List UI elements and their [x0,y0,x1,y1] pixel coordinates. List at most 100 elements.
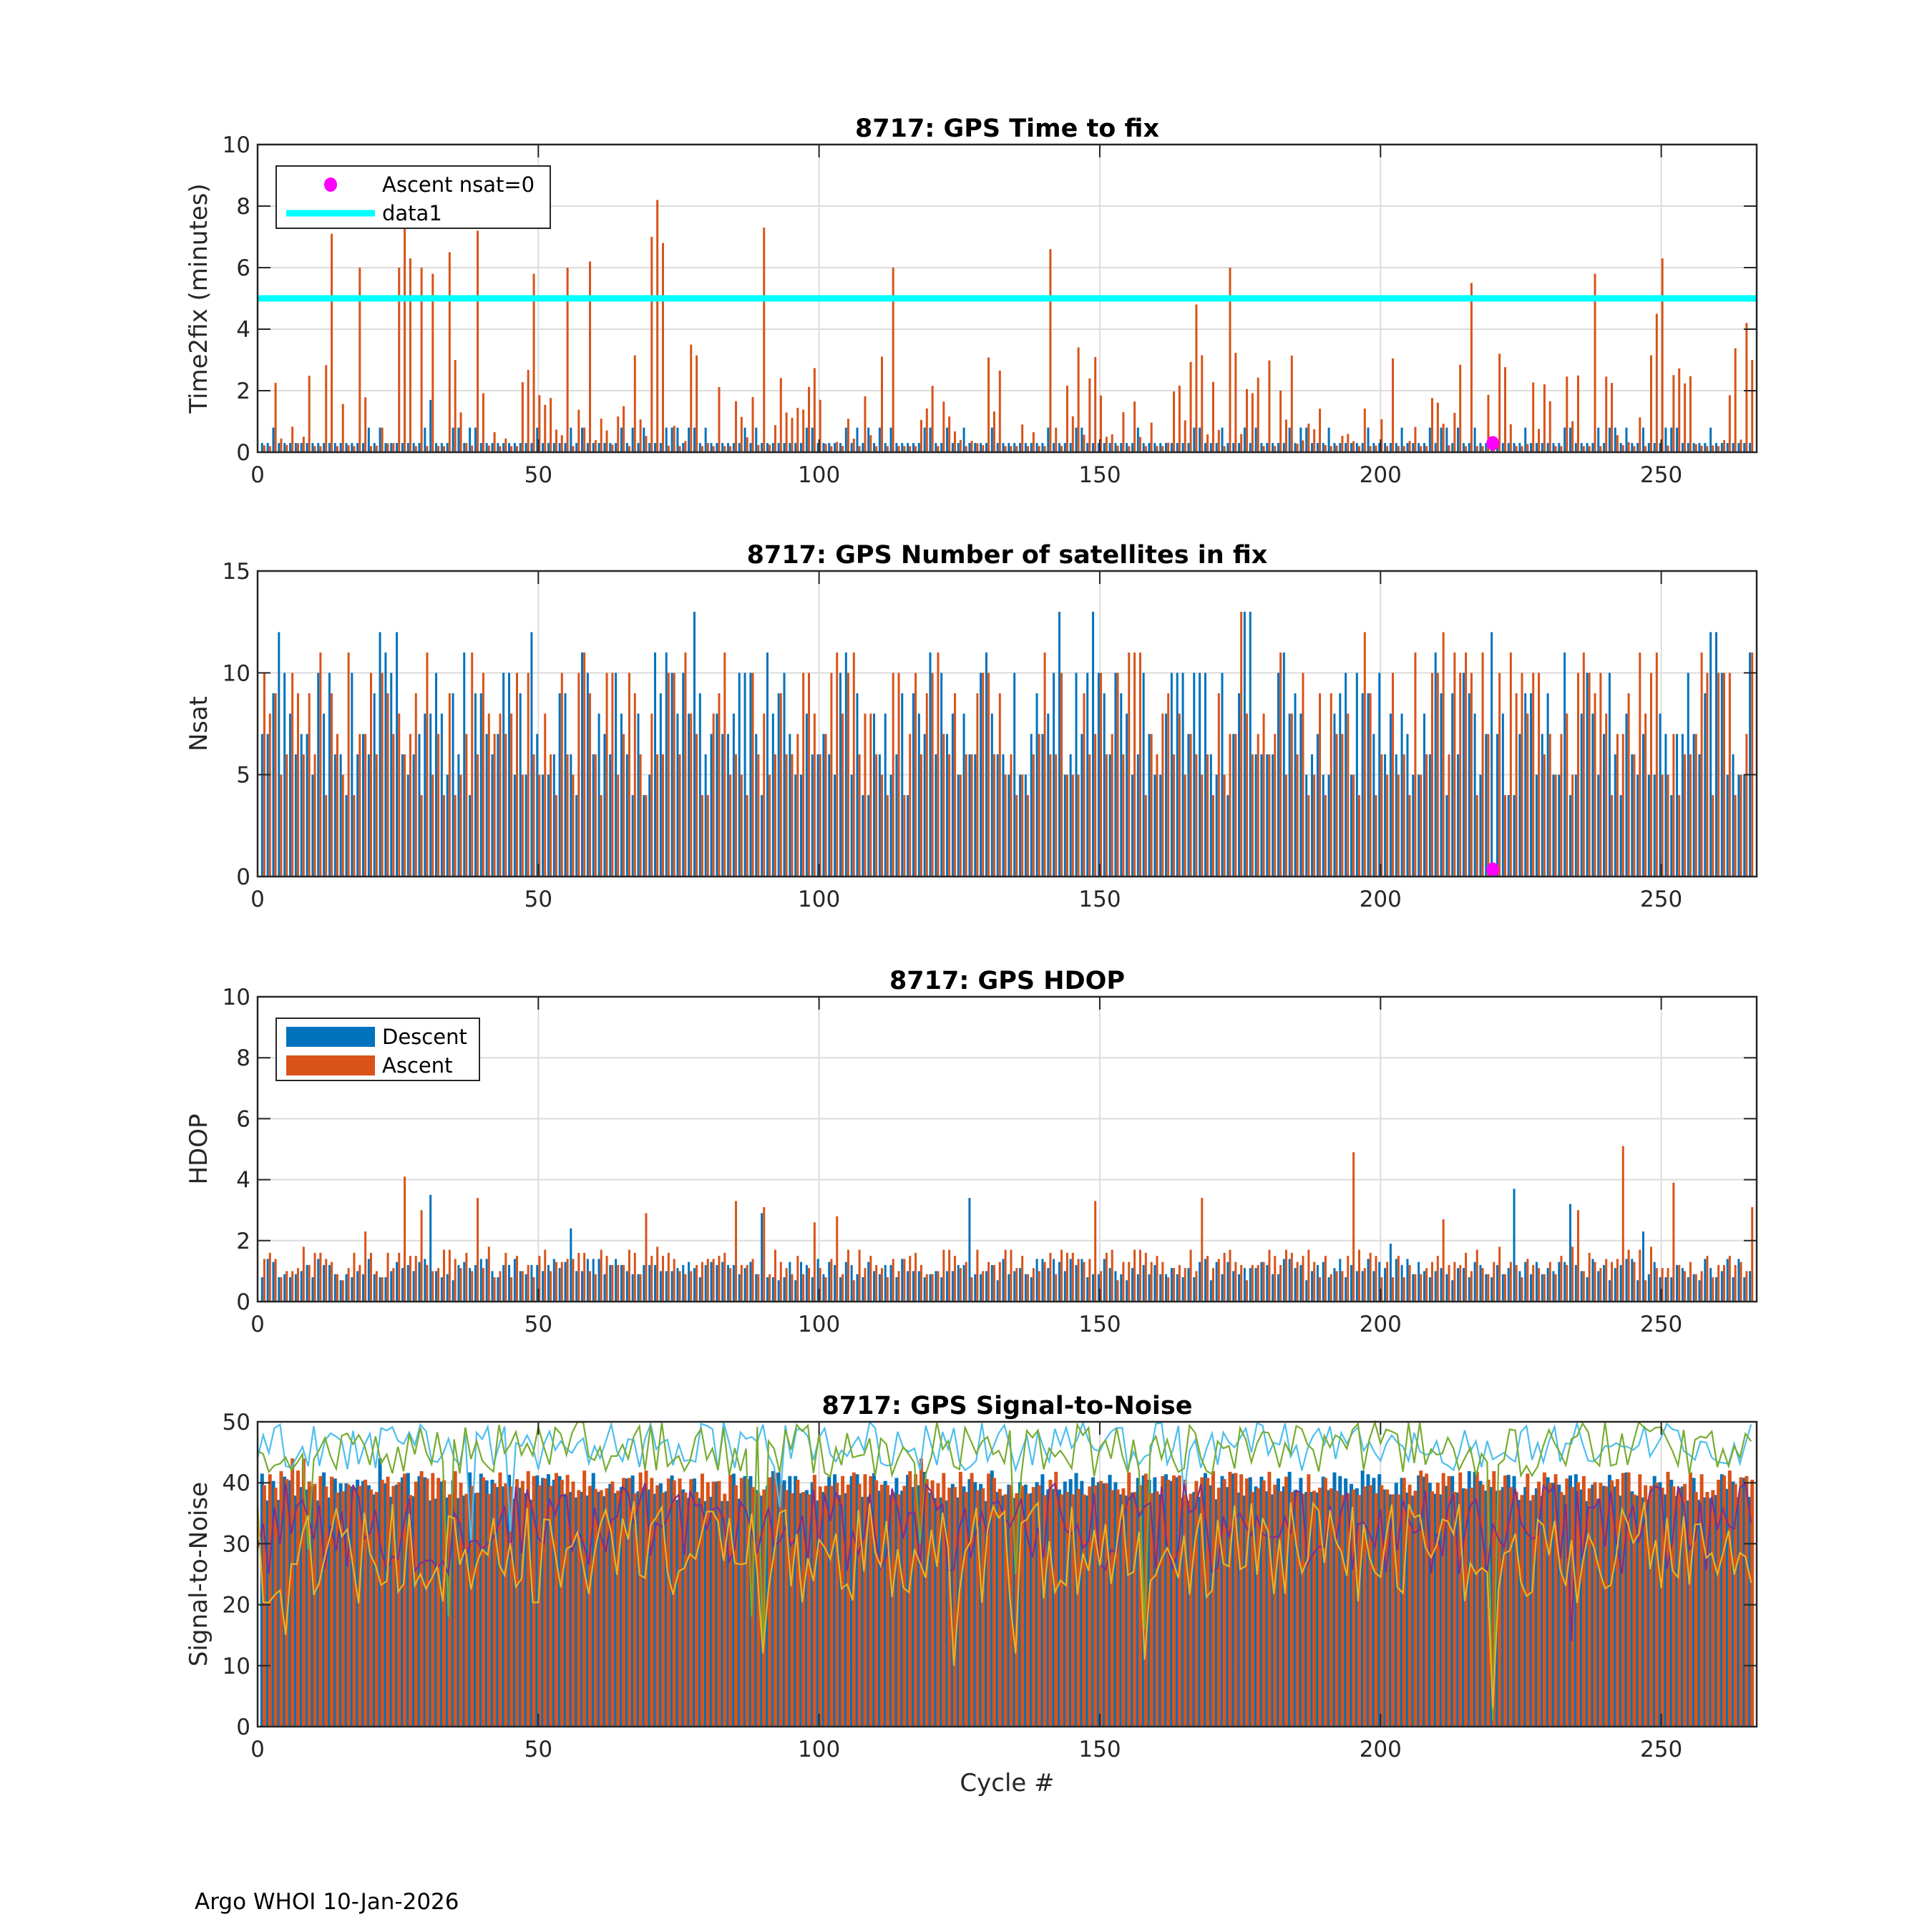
ascent-bar [763,713,766,877]
descent-bar [1434,652,1437,877]
descent-bar [800,1262,803,1302]
descent-bar [620,713,623,877]
descent-bar [440,713,443,877]
descent-bar [625,754,628,877]
ascent-bar [487,1246,490,1302]
legend-label: Ascent nsat=0 [382,172,535,197]
descent-bar [1412,774,1415,877]
ascent-bar [1245,1478,1249,1727]
ascent-bar [1077,1259,1080,1302]
descent-bar [1305,427,1308,452]
descent-bar [1142,443,1145,452]
descent-bar [1277,1274,1279,1302]
descent-bar [1345,1277,1347,1302]
ascent-bar [1594,693,1596,877]
descent-bar [1008,443,1010,452]
descent-bar [1153,443,1156,452]
descent-bar [1720,673,1723,877]
ascent-bar [1054,1471,1058,1727]
descent-bar [1378,443,1381,452]
ascent-bar [1239,1474,1244,1727]
descent-bar [693,611,696,877]
descent-bar [1737,1497,1741,1727]
descent-bar [1260,754,1263,877]
descent-bar [777,1280,780,1302]
descent-bar [446,1274,449,1302]
ascent-bar [1611,1262,1614,1302]
descent-bar [1170,1268,1173,1302]
descent-bar [1333,713,1336,877]
descent-bar [1546,693,1549,877]
ascent-bar [364,397,367,452]
descent-bar [1524,693,1527,877]
descent-bar [451,1480,455,1727]
ascent-bar [1420,774,1423,877]
descent-bar [1394,1483,1398,1727]
descent-bar [665,427,668,452]
descent-bar [586,673,589,877]
x-tick-label: 250 [1640,462,1682,488]
ascent-bar [683,1492,688,1727]
descent-bar [1586,1277,1589,1302]
descent-bar [1535,774,1538,877]
ascent-bar [577,409,580,452]
ascent-bar [313,754,316,877]
ascent-bar [482,393,484,452]
descent-bar [1557,1484,1561,1727]
ascent-bar [1268,1249,1271,1302]
descent-bar [1614,1268,1616,1302]
ascent-bar [263,1259,265,1302]
y-tick-label: 8 [236,1045,250,1071]
descent-bar [761,443,763,452]
descent-bar [260,733,263,877]
ascent-bar [728,1475,733,1727]
descent-bar [396,1262,399,1302]
ascent-bar [684,1274,687,1302]
ascent-bar [1402,1277,1405,1302]
ascent-bar [594,440,597,452]
ascent-bar [482,1268,484,1302]
descent-bar [935,754,937,877]
descent-bar [1445,1274,1448,1302]
descent-bar [1215,443,1218,452]
descent-bar [794,1280,797,1302]
descent-bar [1220,1475,1224,1727]
ascent-nsat0-marker [1486,436,1500,451]
descent-bar [362,443,365,452]
descent-bar [1187,443,1190,452]
descent-bar [907,1271,909,1302]
ascent-bar [1100,673,1103,877]
descent-bar [1321,1476,1325,1727]
ascent-bar [959,774,962,877]
descent-bar [485,733,488,877]
descent-bar [1524,1262,1527,1302]
ascent-bar [1302,1256,1304,1302]
ascent-bar [830,673,833,877]
descent-bar [917,713,920,877]
ascent-bar [1397,446,1400,452]
descent-bar [884,713,887,877]
descent-bar [350,1486,354,1727]
ascent-bar [723,1493,727,1727]
ascent-bar [813,1222,816,1302]
descent-bar [698,1498,702,1727]
ascent-bar [1526,713,1529,877]
descent-bar [564,1262,567,1302]
ascent-bar [1369,446,1372,452]
descent-bar [474,693,477,877]
ascent-bar [655,1485,660,1727]
descent-bar [570,754,572,877]
ascent-bar [813,368,816,452]
ascent-bar [437,1268,440,1302]
descent-bar [609,443,612,452]
ascent-bar [1599,673,1602,877]
ascent-bar [824,1277,827,1302]
descent-bar [844,1493,848,1727]
ascent-bar [1644,1280,1647,1302]
descent-bar [1541,1274,1543,1302]
ascent-bar [364,733,367,877]
descent-bar [721,1262,724,1302]
descent-bar [1636,443,1639,452]
ascent-bar [1728,673,1731,877]
ascent-bar [263,445,265,452]
